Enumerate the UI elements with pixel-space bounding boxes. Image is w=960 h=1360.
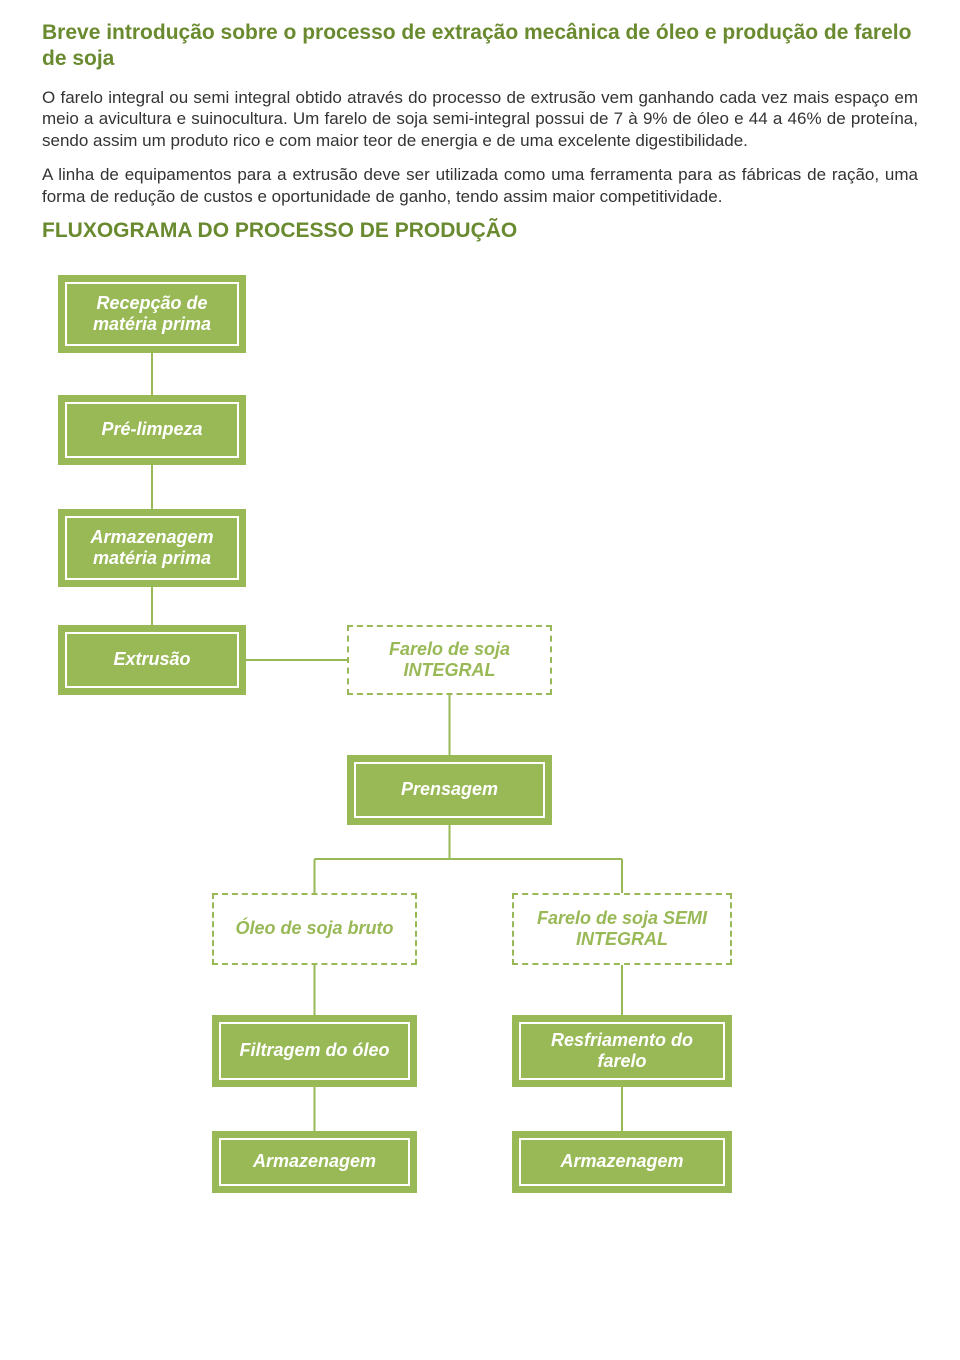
- flow-node-label: Armazenagem: [253, 1151, 376, 1173]
- flow-node-prensagem: Prensagem: [347, 755, 552, 825]
- flow-node-label: Farelo de soja SEMI INTEGRAL: [524, 908, 720, 951]
- flow-node-label: Óleo de soja bruto: [235, 918, 393, 940]
- flow-node-label: Resfriamento do farelo: [531, 1030, 713, 1073]
- flow-node-label: Farelo de soja INTEGRAL: [359, 639, 540, 682]
- flow-node-armaz_l: Armazenagem: [212, 1131, 417, 1193]
- flow-node-label: Pré-limpeza: [101, 419, 202, 441]
- flow-node-prelimpeza: Pré-limpeza: [58, 395, 246, 465]
- flow-node-oleo_bruto: Óleo de soja bruto: [212, 893, 417, 965]
- flow-node-farelo_int: Farelo de soja INTEGRAL: [347, 625, 552, 695]
- flow-node-label: Armazenagem: [560, 1151, 683, 1173]
- flow-node-resfri: Resfriamento do farelo: [512, 1015, 732, 1087]
- flow-node-armaz_mp: Armazenagem matéria prima: [58, 509, 246, 587]
- flow-node-label: Armazenagem matéria prima: [77, 527, 227, 570]
- page-title: Breve introdução sobre o processo de ext…: [42, 20, 918, 73]
- intro-paragraph-2: A linha de equipamentos para a extrusão …: [42, 164, 918, 208]
- flow-node-label: Prensagem: [401, 779, 498, 801]
- flow-node-filtragem: Filtragem do óleo: [212, 1015, 417, 1087]
- flow-node-extrusao: Extrusão: [58, 625, 246, 695]
- flow-heading: FLUXOGRAMA DO PROCESSO DE PRODUÇÃO: [42, 219, 918, 243]
- flow-node-label: Filtragem do óleo: [239, 1040, 389, 1062]
- flow-node-farelo_semi: Farelo de soja SEMI INTEGRAL: [512, 893, 732, 965]
- flow-node-armaz_r: Armazenagem: [512, 1131, 732, 1193]
- flowchart: Recepção de matéria prima Pré-limpeza Arma…: [42, 265, 918, 1255]
- intro-paragraph-1: O farelo integral ou semi integral obtid…: [42, 87, 918, 152]
- flow-node-label: Extrusão: [113, 649, 190, 671]
- flow-node-label: Recepção de matéria prima: [77, 293, 227, 336]
- flow-node-recepcao: Recepção de matéria prima: [58, 275, 246, 353]
